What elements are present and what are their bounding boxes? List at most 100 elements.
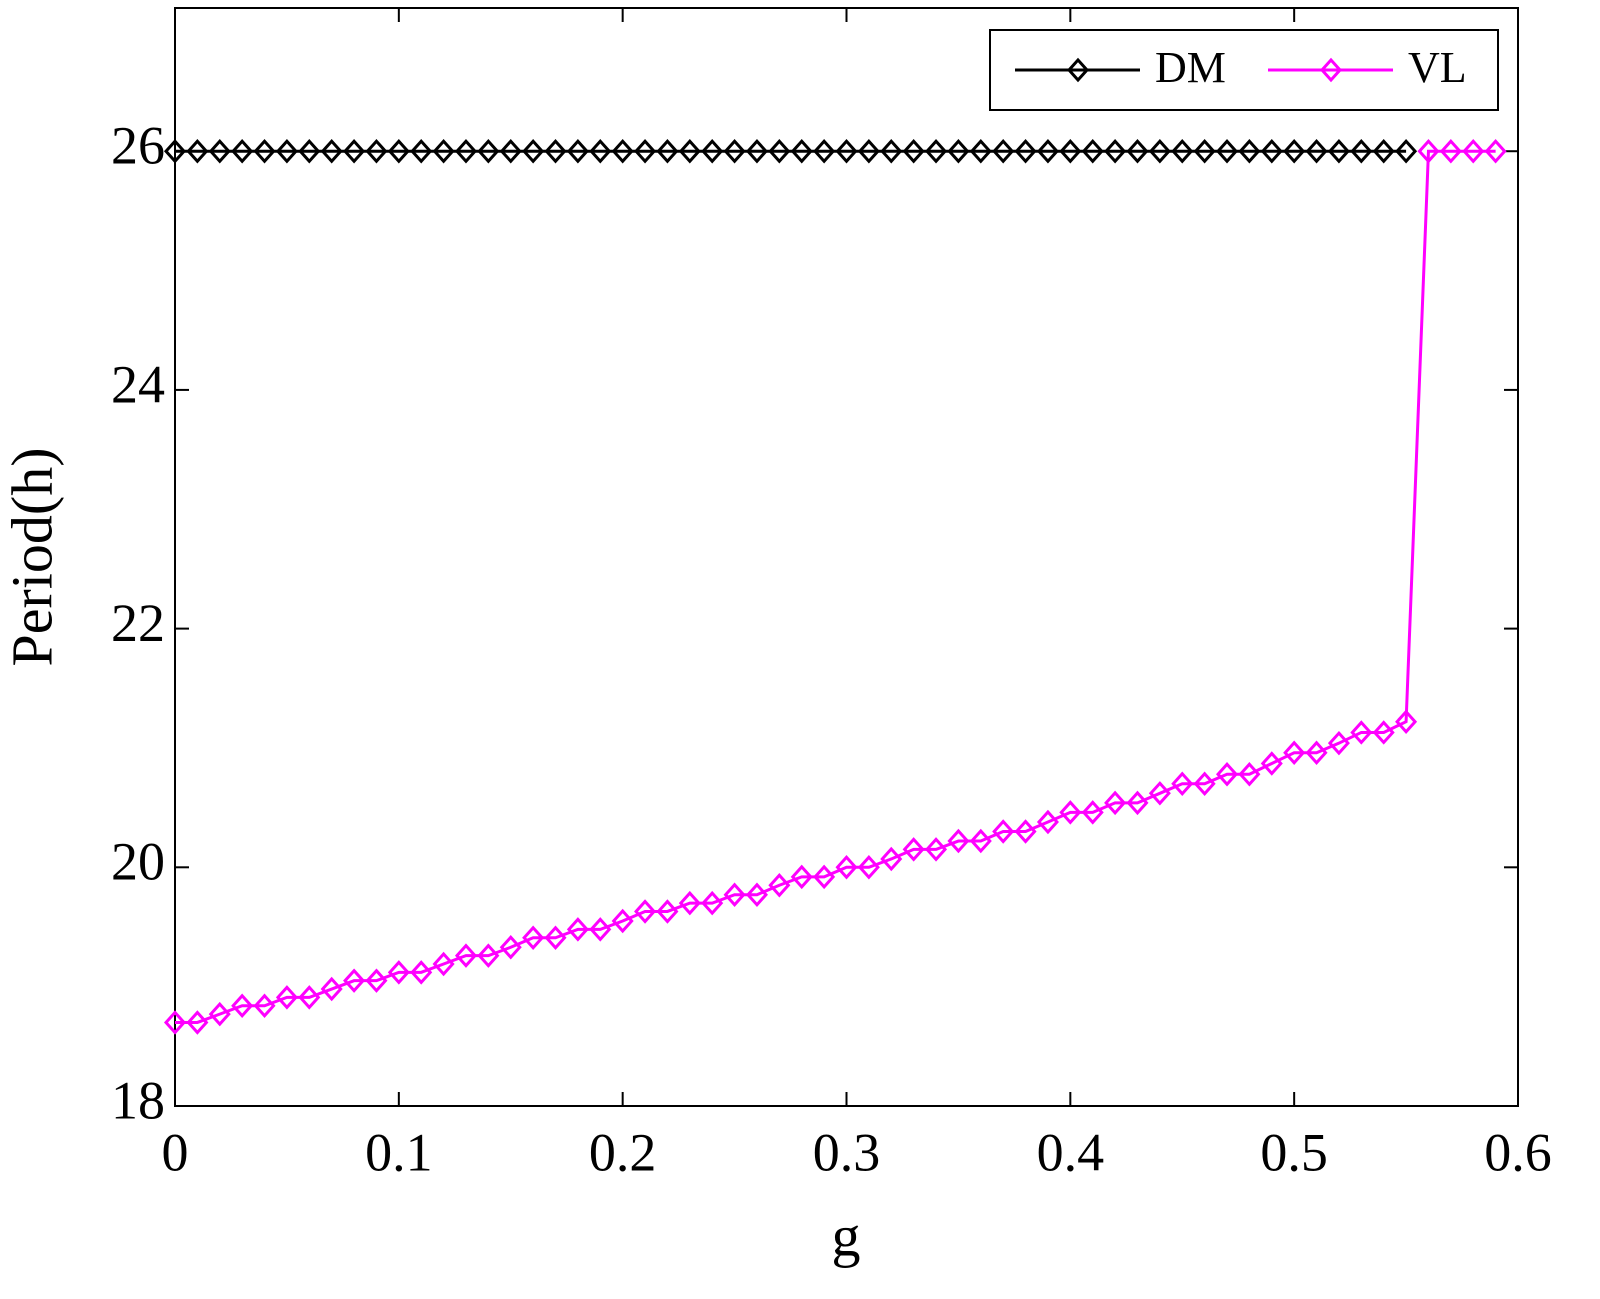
marker: [656, 138, 679, 164]
marker: [1126, 790, 1149, 816]
marker: [723, 138, 746, 164]
marker: [701, 138, 724, 164]
marker: [343, 968, 366, 993]
marker: [1305, 740, 1328, 765]
marker: [544, 138, 567, 164]
marker: [1059, 800, 1082, 825]
x-tick-label: 0.3: [813, 1122, 881, 1182]
y-axis-label: Period(h): [0, 447, 64, 666]
marker: [902, 837, 925, 862]
marker: [365, 138, 388, 164]
marker: [1171, 771, 1194, 797]
marker: [1395, 138, 1418, 164]
marker: [768, 872, 791, 898]
marker: [387, 138, 410, 164]
marker: [857, 138, 880, 164]
marker: [656, 899, 679, 924]
marker: [1327, 138, 1350, 164]
marker: [1238, 761, 1261, 787]
marker: [1081, 138, 1104, 164]
marker: [678, 138, 701, 164]
y-tick-label: 18: [111, 1070, 165, 1130]
marker: [1171, 138, 1194, 164]
marker: [1372, 720, 1395, 745]
marker: [253, 138, 276, 164]
x-tick-label: 0.6: [1484, 1122, 1552, 1182]
marker: [477, 138, 500, 164]
marker: [1193, 138, 1216, 164]
x-tick-label: 0: [162, 1122, 189, 1182]
marker: [1283, 740, 1306, 765]
marker: [1462, 138, 1485, 164]
marker: [275, 138, 298, 164]
marker: [432, 138, 455, 164]
marker: [745, 882, 768, 907]
marker: [298, 138, 321, 164]
marker: [813, 138, 836, 164]
marker: [1372, 138, 1395, 164]
marker: [231, 138, 254, 164]
marker: [611, 908, 634, 934]
marker: [790, 138, 813, 164]
marker: [1283, 138, 1306, 164]
marker: [589, 138, 612, 164]
legend-label: VL: [1408, 43, 1467, 92]
plot-frame: [174, 7, 1519, 1107]
marker: [947, 828, 970, 854]
marker: [186, 1010, 209, 1035]
marker: [477, 943, 500, 968]
marker: [589, 917, 612, 942]
y-tick-label: 26: [111, 116, 165, 176]
marker: [432, 951, 455, 977]
marker: [835, 138, 858, 164]
marker: [611, 138, 634, 164]
marker: [969, 138, 992, 164]
marker: [1439, 138, 1462, 164]
marker: [723, 882, 746, 907]
x-tick-label: 0.4: [1037, 1122, 1105, 1182]
marker: [208, 138, 231, 164]
marker: [320, 138, 343, 164]
legend-marker: [1066, 57, 1090, 83]
marker: [857, 855, 880, 880]
marker: [1014, 819, 1037, 844]
marker: [745, 138, 768, 164]
marker: [387, 960, 410, 985]
marker: [1216, 761, 1239, 787]
marker: [1059, 138, 1082, 164]
marker: [1484, 138, 1507, 164]
marker: [522, 925, 545, 950]
legend-marker: [1319, 57, 1343, 83]
marker: [499, 138, 522, 164]
marker: [925, 138, 948, 164]
marker: [275, 985, 298, 1010]
marker: [1104, 138, 1127, 164]
marker: [813, 864, 836, 890]
marker: [298, 985, 321, 1010]
marker: [790, 864, 813, 890]
marker: [969, 828, 992, 854]
marker: [992, 138, 1015, 164]
marker: [1417, 138, 1440, 164]
marker: [454, 138, 478, 164]
marker: [1036, 138, 1059, 164]
marker: [208, 1001, 231, 1027]
series-line: [175, 149, 1496, 1024]
marker: [1126, 138, 1149, 164]
marker: [634, 138, 657, 164]
marker: [880, 138, 903, 164]
marker: [522, 138, 545, 164]
x-axis-label: g: [832, 1203, 861, 1268]
marker: [1148, 138, 1171, 164]
marker: [768, 138, 791, 164]
marker: [1260, 751, 1283, 776]
marker: [947, 138, 970, 164]
marker: [701, 890, 724, 916]
x-tick-label: 0.1: [365, 1122, 433, 1182]
marker: [1305, 138, 1328, 164]
marker: [1036, 809, 1059, 835]
marker: [1260, 138, 1283, 164]
marker: [410, 138, 433, 164]
marker: [253, 993, 276, 1018]
